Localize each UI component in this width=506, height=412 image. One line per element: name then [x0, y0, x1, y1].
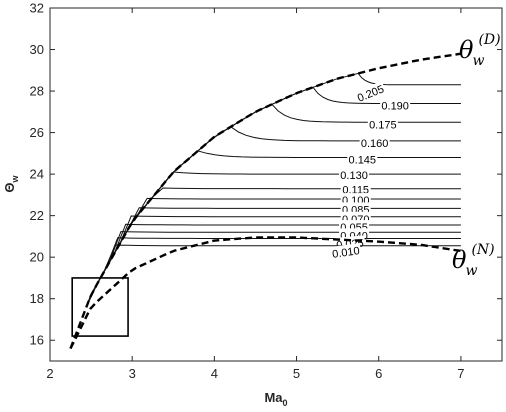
plot-area [49, 7, 503, 362]
zoom-region-box [71, 277, 129, 337]
axis-ticks: 2 3 4 5 6 7 16 18 20 22 24 26 28 30 32 [30, 1, 502, 381]
annotation-theta-d-sub: w [472, 53, 484, 69]
y-tick-label: 22 [30, 208, 44, 223]
contour-label-0.160: 0.160 [361, 138, 389, 150]
x-tick-label: 7 [457, 366, 464, 381]
y-tick-label: 30 [30, 42, 44, 57]
contour-label-0.175: 0.175 [369, 119, 397, 131]
contour-label-bg [340, 182, 371, 196]
x-tick-label: 6 [375, 366, 382, 381]
contour-label-0.010: 0.010 [332, 245, 361, 261]
contour-label-0.130: 0.130 [340, 170, 368, 182]
boundary-curves [69, 52, 462, 350]
x-axis-label-sub: 0 [283, 398, 288, 408]
annotation-theta-n-sup: (N) [471, 242, 494, 258]
y-tick-label: 16 [30, 333, 44, 348]
highlight-box [71, 277, 129, 337]
annotation-theta-d: θw (D) [459, 32, 501, 69]
contour-label-0.190: 0.190 [381, 101, 409, 113]
contour-label-0.145: 0.145 [349, 155, 377, 167]
y-tick-label: 20 [30, 250, 44, 265]
contour-label-bg [347, 152, 378, 166]
y-tick-label: 32 [30, 1, 44, 16]
contour-label-bg [353, 81, 387, 105]
contour-label-bg [380, 98, 411, 112]
y-tick-label: 18 [30, 291, 44, 306]
x-tick-label: 4 [211, 366, 218, 381]
y-axis-label: Θw [2, 174, 20, 192]
x-tick-label: 5 [293, 366, 300, 381]
y-tick-label: 28 [30, 84, 44, 99]
x-axis-label-main: Ma [264, 390, 283, 405]
annotation-theta-n: θw (N) [452, 242, 495, 279]
annotation-theta-d-base: θ [459, 36, 474, 64]
annotation-theta-n-sub: w [465, 263, 477, 279]
boundary-curve-d [69, 52, 462, 349]
y-axis-label-main: Θ [2, 182, 17, 192]
y-tick-label: 26 [30, 125, 44, 140]
y-tick-label: 24 [30, 167, 44, 182]
boundary-curve-n [69, 236, 462, 350]
contour-label-bg [339, 168, 370, 182]
x-tick-label: 2 [46, 366, 53, 381]
contour-label-bg [359, 135, 390, 149]
annotation-theta-d-sup: (D) [478, 32, 500, 48]
contour-label-bg [367, 117, 398, 131]
x-axis-label: Ma0 [264, 390, 287, 408]
annotation-theta-n-base: θ [452, 246, 467, 274]
x-tick-label: 3 [129, 366, 136, 381]
contour-label-bg [330, 242, 362, 261]
y-axis-label-sub: w [10, 174, 20, 183]
